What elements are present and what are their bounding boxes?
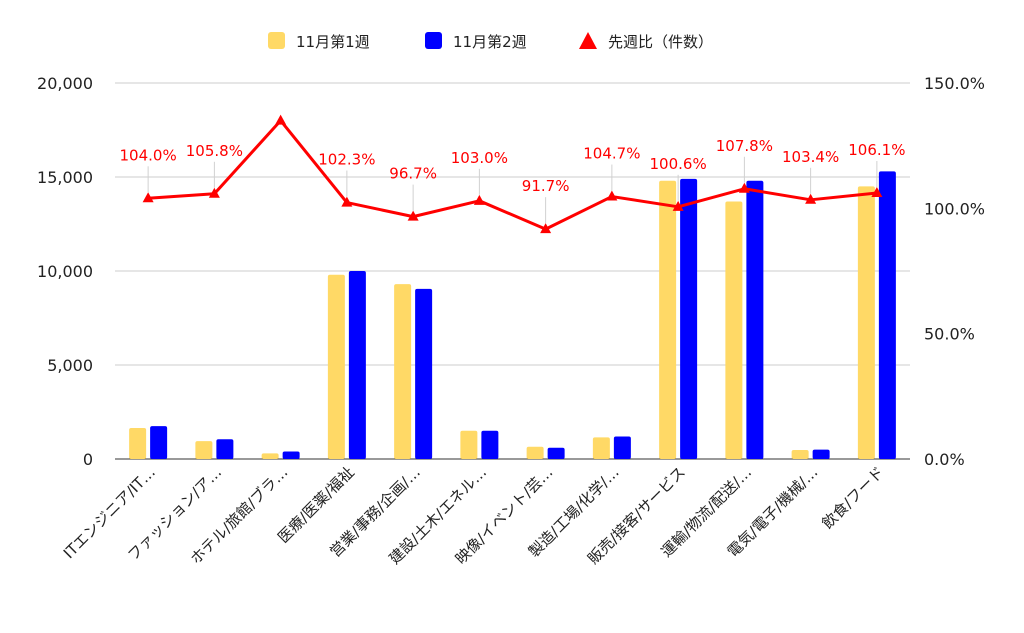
bar-week1 [460, 430, 478, 459]
ratio-marker [540, 223, 552, 234]
data-label: 105.8% [186, 142, 243, 160]
bar-week2 [216, 439, 234, 459]
legend-label: 11月第1週 [296, 33, 370, 51]
left-tick-label: 20,000 [37, 74, 93, 93]
left-axis: 0 5,000 10,000 15,000 20,000 [37, 74, 93, 469]
data-label: 102.3% [318, 151, 375, 169]
left-tick-label: 15,000 [37, 168, 93, 187]
category-label: 飲食/フード [818, 463, 887, 532]
data-labels: 104.0% 105.8% 102.3% 96.7% 103.0% 91.7% 104.7%… [120, 137, 905, 224]
bar-week2 [680, 178, 698, 459]
right-tick-label: 50.0% [924, 325, 975, 344]
data-label: 96.7% [389, 165, 437, 183]
x-axis-categories: ITエンジニア/IT…ファッション/ア…ホテル/旅館/ブラ…医療/医薬/福祉営業… [60, 463, 888, 568]
bar-week1 [592, 437, 610, 459]
bar-week2 [282, 451, 300, 459]
bar-week2 [415, 288, 433, 459]
data-label: 104.0% [120, 146, 177, 164]
gridlines [115, 82, 910, 460]
bar-week1 [659, 180, 677, 459]
ratio-marker [208, 187, 220, 198]
legend-label: 先週比（件数） [608, 33, 713, 51]
bar-week1 [526, 446, 544, 459]
legend-label: 11月第2週 [453, 33, 527, 51]
data-label: 100.6% [650, 155, 707, 173]
ratio-marker [672, 200, 684, 211]
data-label: 104.7% [583, 145, 640, 163]
ratio-marker [341, 196, 353, 207]
bar-week1 [195, 441, 213, 459]
bar-week1 [129, 427, 147, 459]
bar-week2 [348, 271, 366, 459]
data-label: 107.8% [716, 137, 773, 155]
legend-swatch [425, 32, 442, 49]
right-tick-label: 100.0% [924, 199, 985, 218]
data-label: 103.4% [782, 148, 839, 166]
bar-week1 [857, 186, 875, 459]
legend-swatch [268, 32, 285, 49]
ratio-polyline [148, 119, 878, 231]
bar-week1 [394, 284, 412, 459]
ratio-marker [142, 192, 154, 203]
legend[interactable]: 11月第1週 11月第2週 先週比（件数） [268, 32, 713, 51]
legend-swatch [579, 32, 597, 49]
data-label: 103.0% [451, 149, 508, 167]
left-tick-label: 0 [83, 450, 93, 469]
right-axis: 0.0% 50.0% 100.0% 150.0% [924, 74, 985, 469]
bar-week1 [725, 201, 743, 459]
ratio-marker [407, 210, 419, 221]
left-tick-label: 5,000 [47, 356, 93, 375]
bar-week1 [327, 274, 345, 459]
ratio-marker [275, 114, 287, 125]
bar-week2 [613, 436, 631, 459]
right-tick-label: 0.0% [924, 450, 965, 469]
data-label: 106.1% [848, 141, 905, 159]
bar-week1 [261, 453, 279, 459]
ratio-marker [606, 190, 618, 201]
ratio-marker [805, 193, 817, 204]
bar-week2 [150, 426, 168, 459]
left-tick-label: 10,000 [37, 262, 93, 281]
bar-week2 [746, 180, 764, 459]
ratio-marker [871, 187, 883, 198]
right-tick-label: 150.0% [924, 74, 985, 93]
ratio-marker [738, 182, 750, 193]
data-label: 91.7% [522, 177, 570, 195]
bar-week2 [878, 171, 896, 460]
ratio-line [142, 114, 883, 234]
bar-week2 [481, 430, 499, 459]
bars [129, 171, 896, 460]
bar-week2 [812, 449, 830, 459]
bar-week2 [547, 447, 565, 459]
ratio-marker [473, 194, 485, 205]
bar-week1 [791, 449, 809, 459]
